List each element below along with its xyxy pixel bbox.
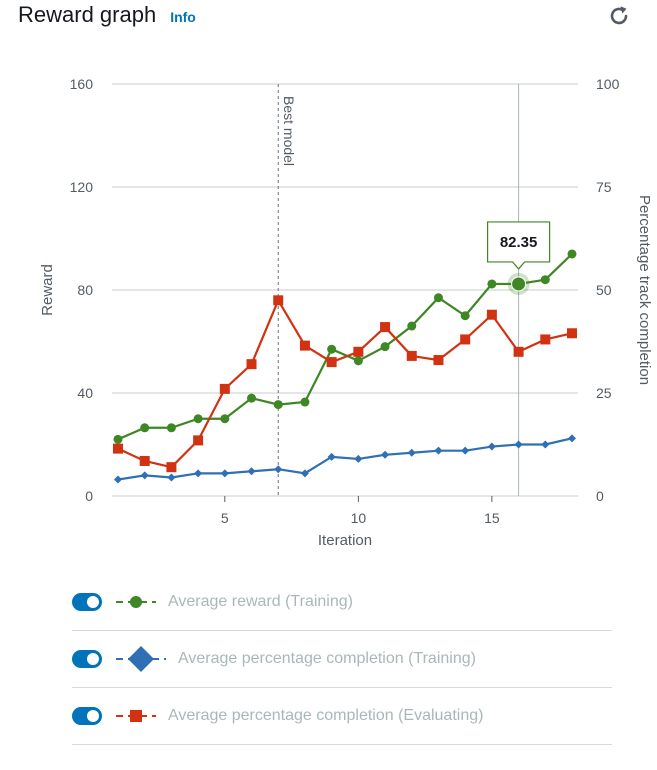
data-point[interactable] [513,346,524,357]
legend-item-completion-evaluating: Average percentage completion (Evaluatin… [72,688,612,745]
data-point[interactable] [460,311,470,321]
toggle-completion-evaluating[interactable] [72,707,102,725]
legend-label: Average percentage completion (Training) [178,650,476,667]
y-tick-label: 80 [77,282,93,298]
data-point[interactable] [354,454,363,463]
y2-tick-label: 75 [596,179,612,195]
data-point[interactable] [220,469,229,478]
data-point[interactable] [194,469,203,478]
data-point[interactable] [193,414,203,424]
data-point[interactable] [167,473,176,482]
data-point[interactable] [407,321,417,331]
x-tick-label: 10 [351,510,367,526]
legend-label: Average reward (Training) [168,593,353,610]
data-point[interactable] [433,355,444,366]
y-axis-title: Reward [39,264,56,316]
x-axis-title: Iteration [318,532,372,549]
data-point[interactable] [568,434,576,443]
hover-point[interactable] [511,276,527,292]
info-link[interactable]: Info [170,9,196,25]
data-point[interactable] [273,400,283,410]
y-tick-label: 40 [77,385,93,401]
refresh-icon[interactable] [607,4,631,28]
data-point[interactable] [434,446,443,455]
data-point[interactable] [139,455,150,466]
data-point[interactable] [353,356,363,366]
data-point[interactable] [140,471,149,480]
data-point[interactable] [327,344,337,354]
data-point[interactable] [299,340,310,351]
best-model-label: Best model [281,96,297,166]
data-point[interactable] [113,443,123,454]
data-point[interactable] [140,423,150,433]
data-point[interactable] [300,397,310,407]
data-point[interactable] [193,435,204,446]
legend-swatch-square-icon [116,710,156,722]
data-point[interactable] [567,328,577,339]
legend-label: Average percentage completion (Evaluatin… [168,707,484,724]
data-point[interactable] [487,442,496,451]
data-point[interactable] [220,414,230,424]
y-tick-label: 120 [70,179,94,195]
page-title: Reward graph [18,2,157,27]
data-point[interactable] [273,295,284,306]
y-tick-label: 160 [70,76,94,92]
data-point[interactable] [461,446,470,455]
series-line [117,297,573,469]
data-point[interactable] [247,393,257,403]
x-tick-label: 15 [484,510,500,526]
y2-axis-title: Percentage track completion [636,195,653,385]
header: Reward graph Info [18,2,196,32]
toggle-reward-training[interactable] [72,593,102,611]
data-point[interactable] [540,275,550,285]
data-point[interactable] [219,383,230,394]
y2-tick-label: 50 [596,282,612,298]
data-point[interactable] [246,359,257,370]
data-point[interactable] [407,448,416,457]
data-point[interactable] [166,423,176,433]
legend: Average reward (Training) Average percen… [72,574,612,745]
series-line [117,253,573,441]
legend-item-completion-training: Average percentage completion (Training) [72,631,612,688]
y2-tick-label: 0 [596,488,604,504]
tooltip-value: 82.35 [500,234,538,251]
y2-tick-label: 25 [596,385,612,401]
toggle-completion-training[interactable] [72,650,102,668]
data-point[interactable] [541,440,550,449]
series-line [117,437,573,481]
data-point[interactable] [274,465,283,474]
data-point[interactable] [247,467,256,476]
data-point[interactable] [406,350,417,361]
data-point[interactable] [460,334,471,345]
data-point[interactable] [381,450,390,459]
tooltip-box [486,221,551,270]
data-point[interactable] [567,249,577,259]
data-point[interactable] [380,322,391,333]
data-point[interactable] [380,342,390,352]
data-point[interactable] [114,475,122,484]
y-tick-label: 0 [85,488,93,504]
y2-tick-label: 100 [596,76,620,92]
data-point[interactable] [166,462,177,473]
data-point[interactable] [487,279,497,289]
reward-chart: 0 0 40 25 80 50 120 75 160 100 5 10 15 Iteration Rewar… [39,76,653,549]
x-tick-label: 5 [221,510,229,526]
data-point[interactable] [540,334,551,345]
data-point[interactable] [113,434,123,444]
data-point[interactable] [327,452,336,461]
data-point[interactable] [300,469,309,478]
data-point[interactable] [486,309,497,320]
data-point[interactable] [326,357,337,368]
data-point[interactable] [433,293,443,303]
data-point[interactable] [353,346,364,357]
data-point[interactable] [514,440,523,449]
legend-swatch-diamond-icon [116,646,166,672]
legend-item-reward-training: Average reward (Training) [72,574,612,631]
legend-swatch-circle-icon [116,596,156,608]
